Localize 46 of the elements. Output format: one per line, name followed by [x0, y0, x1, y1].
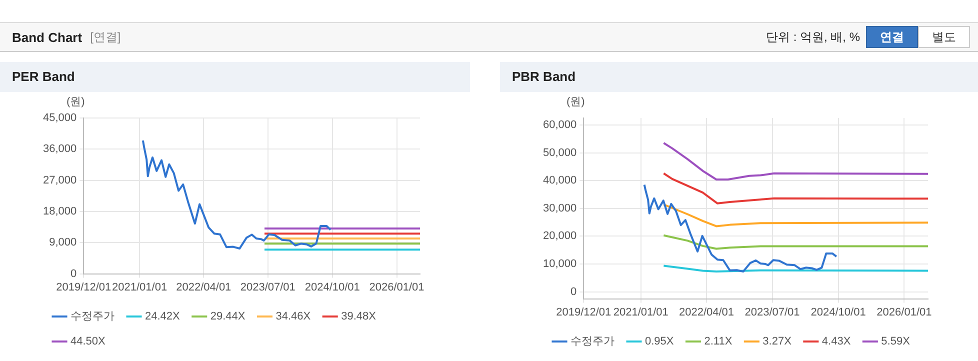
y-tick-label: 60,000 — [542, 118, 577, 131]
legend-label: 29.44X — [210, 310, 246, 323]
x-tick-label: 2023/07/01 — [240, 281, 296, 294]
y-tick-label: 50,000 — [542, 146, 577, 159]
y-tick-label: 45,000 — [42, 112, 77, 124]
y-tick-label: 10,000 — [542, 258, 577, 270]
y-axis-title: (원) — [566, 96, 585, 108]
y-tick-label: 30,000 — [542, 202, 577, 214]
text: 연결 — [866, 26, 918, 48]
legend-label: 5.59X — [881, 336, 911, 348]
legend-label: 39.48X — [341, 310, 377, 323]
chart-title: PBR Band — [500, 62, 978, 92]
y-tick-label: 9,000 — [49, 236, 77, 249]
legend-label: 2.11X — [704, 336, 733, 348]
legend-label: 수정주가 — [70, 310, 114, 323]
y-tick-label: 36,000 — [42, 143, 77, 156]
text: Band Chart — [12, 30, 82, 44]
x-tick-label: 2019/12/01 — [56, 281, 112, 294]
x-tick-label: 2026/01/01 — [369, 281, 424, 294]
legend-label: 4.43X — [822, 336, 852, 348]
x-tick-label: 2021/01/01 — [613, 306, 668, 318]
y-tick-label: 18,000 — [42, 206, 77, 218]
x-tick-label: 2024/10/01 — [304, 281, 360, 294]
legend-label: 0.95X — [645, 336, 674, 348]
y-axis-title: (원) — [66, 96, 85, 108]
chart-title: PER Band — [0, 62, 470, 92]
legend-label: 3.27X — [762, 336, 792, 348]
x-tick-label: 2026/01/01 — [876, 306, 932, 318]
x-tick-label: 2019/12/01 — [556, 306, 612, 318]
legend-label: 34.46X — [276, 310, 312, 323]
x-tick-label: 2022/04/01 — [678, 306, 734, 318]
y-tick-label: 40,000 — [542, 174, 577, 187]
legend-label: 44.50X — [70, 336, 106, 348]
x-tick-label: 2021/01/01 — [112, 281, 168, 294]
x-tick-label: 2023/07/01 — [744, 306, 800, 318]
x-tick-label: 2024/10/01 — [810, 306, 866, 318]
y-tick-label: 20,000 — [542, 230, 577, 242]
legend-label: 수정주가 — [570, 336, 614, 348]
text: 단위 : 억원, 배, % — [766, 28, 860, 46]
y-tick-label: 27,000 — [42, 174, 77, 186]
text: 별도 — [918, 26, 970, 48]
y-tick-label: 0 — [570, 286, 577, 298]
legend-label: 24.42X — [145, 310, 181, 323]
x-tick-label: 2022/04/01 — [176, 281, 232, 294]
text: [연결] — [90, 28, 121, 46]
y-tick-label: 0 — [70, 268, 77, 280]
